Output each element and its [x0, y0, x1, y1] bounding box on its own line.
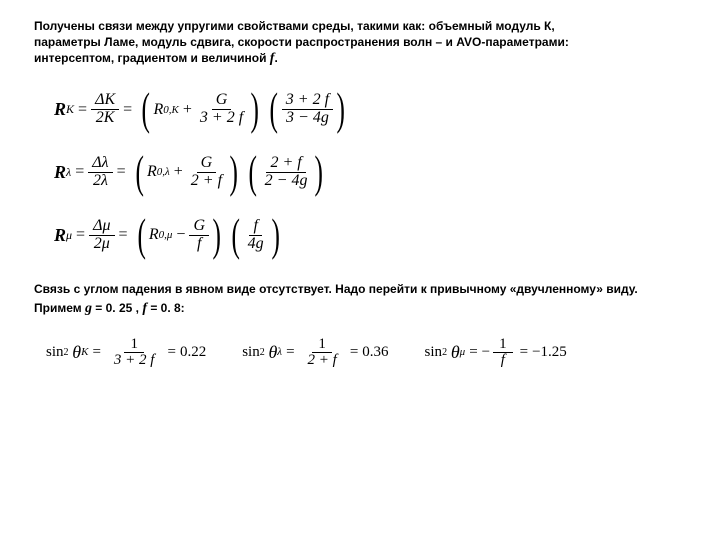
transition-paragraph: Связь с углом падения в явном виде отсут… — [34, 280, 686, 319]
intro-line-3b: . — [274, 51, 277, 65]
eq3-lhs-frac: Δμ 2μ — [89, 218, 114, 253]
eq1-paren-2: ( 3 + 2 f 3 − 4g ) — [266, 91, 348, 128]
eq1-lhs-frac: ΔK 2K — [91, 92, 119, 127]
sin-eq-k: sin2 θK = 1 3 + 2 f = 0.22 — [46, 337, 206, 368]
intro-line-2: параметры Ламе, модуль сдвига, скорости … — [34, 35, 569, 49]
eq2-paren-2: ( 2 + f 2 − 4g ) — [245, 154, 326, 191]
para2-line1: Связь с углом падения в явном виде отсут… — [34, 282, 638, 296]
intro-line-1: Получены связи между упругими свойствами… — [34, 19, 555, 33]
eq2-lhs-sub: λ — [66, 165, 71, 180]
sin-eq-lambda: sin2 θλ = 1 2 + f = 0.36 — [242, 337, 388, 368]
eq1-lhs-sub: K — [66, 102, 74, 117]
para2-line2b: = 0. 25 , — [92, 301, 142, 315]
eq2-lhs-frac: Δλ 2λ — [88, 155, 112, 190]
equation-rlambda: Rλ = Δλ 2λ = ( R0,λ + G 2 + f ) ( 2 + f — [54, 154, 686, 191]
eq3-paren-1: ( R0,μ − G f ) — [134, 217, 225, 254]
eq1-lhs-symbol: R — [54, 99, 66, 120]
eq2-lhs-symbol: R — [54, 162, 66, 183]
eq2-paren-1: ( R0,λ + G 2 + f ) — [132, 154, 242, 191]
equation-rk: RK = ΔK 2K = ( R0,K + G 3 + 2 f ) ( 3 + … — [54, 91, 686, 128]
eq3-lhs-sub: μ — [66, 228, 72, 243]
eq1-paren-1: ( R0,K + G 3 + 2 f ) — [138, 91, 262, 128]
para2-line2c: = 0. 8: — [147, 301, 185, 315]
sin-eq-mu: sin2 θμ = − 1 f = −1.25 — [425, 337, 567, 368]
eq3-lhs-symbol: R — [54, 225, 66, 246]
intro-line-3a: интерсептом, градиентом и величиной — [34, 51, 270, 65]
intro-paragraph: Получены связи между упругими свойствами… — [34, 18, 686, 69]
symbol-g: g — [85, 301, 92, 316]
equation-rmu: Rμ = Δμ 2μ = ( R0,μ − G f ) ( f 4 — [54, 217, 686, 254]
sin-equations-row: sin2 θK = 1 3 + 2 f = 0.22 sin2 θλ = 1 2… — [46, 337, 686, 368]
para2-line2a: Примем — [34, 301, 85, 315]
eq3-paren-2: ( f 4g ) — [228, 217, 283, 254]
